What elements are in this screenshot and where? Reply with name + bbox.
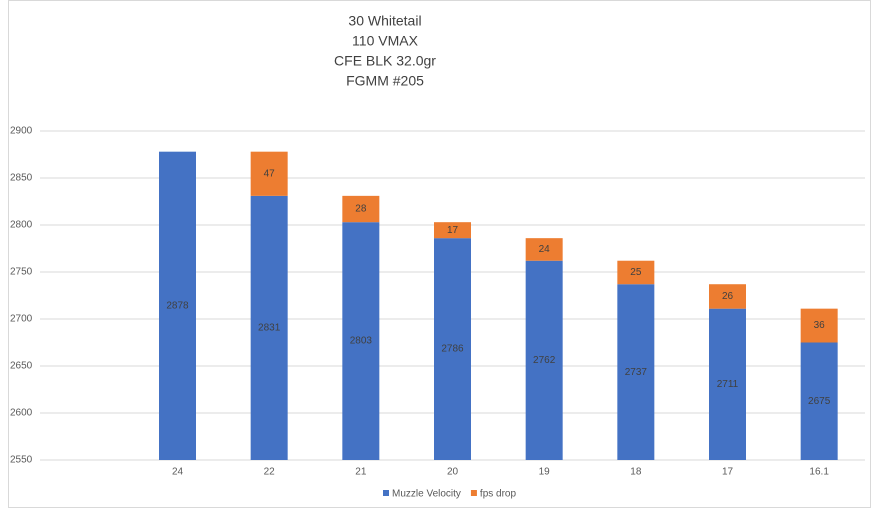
y-tick-label: 2600: [10, 408, 33, 419]
bar-segment: [434, 222, 471, 239]
data-label: 2762: [533, 355, 556, 366]
bar-segment: [250, 151, 288, 196]
legend-swatch: [383, 490, 389, 496]
y-tick-label: 2550: [10, 455, 33, 466]
x-tick-label: 20: [447, 467, 459, 478]
bar-segment: [709, 308, 746, 460]
legend-swatch: [470, 490, 477, 496]
y-tick-label: 2750: [10, 267, 33, 278]
x-tick-label: 19: [539, 467, 551, 478]
y-tick-label: 2800: [10, 220, 33, 231]
data-label: 47: [264, 168, 276, 179]
chart-title: CFE BLK 32.0gr: [334, 53, 436, 69]
chart-title: 30 Whitetail: [348, 13, 421, 29]
data-label: 25: [630, 267, 642, 278]
legend-label: fps drop: [480, 489, 517, 500]
bar-segment: [800, 308, 838, 343]
bar-segment: [525, 260, 563, 460]
legend-label: Muzzle Velocity: [392, 489, 461, 500]
bar-segment: [709, 284, 746, 309]
data-label: 2878: [166, 300, 189, 311]
x-tick-label: 16.1: [809, 467, 829, 478]
x-tick-label: 22: [264, 467, 276, 478]
data-label: 2803: [350, 336, 373, 347]
y-tick-label: 2700: [10, 314, 33, 325]
data-label: 2711: [717, 379, 739, 390]
x-tick-label: 24: [172, 467, 184, 478]
data-label: 17: [447, 225, 459, 236]
chart-title: FGMM #205: [346, 73, 424, 89]
y-tick-label: 2850: [10, 173, 33, 184]
data-label: 28: [355, 204, 367, 215]
data-label: 26: [722, 291, 734, 302]
chart-title: 110 VMAX: [352, 33, 419, 49]
data-label: 2786: [441, 344, 464, 355]
bar-segment: [525, 238, 563, 261]
data-label: 2675: [808, 396, 831, 407]
x-tick-label: 21: [355, 467, 367, 478]
data-label: 36: [814, 320, 826, 331]
y-tick-label: 2650: [10, 361, 33, 372]
bar-segment: [434, 238, 471, 460]
data-label: 2737: [625, 367, 648, 378]
bar-segment: [617, 284, 655, 460]
bar-segment: [342, 222, 380, 460]
y-tick-label: 2900: [10, 126, 33, 137]
bar-segment: [159, 151, 196, 460]
data-label: 2831: [258, 323, 281, 334]
bar-segment: [800, 342, 838, 460]
bar-segment: [250, 195, 288, 461]
x-tick-label: 17: [722, 467, 734, 478]
bar-segment: [617, 260, 655, 285]
data-label: 24: [539, 244, 551, 255]
bar-segment: [342, 195, 380, 223]
x-tick-label: 18: [630, 467, 642, 478]
